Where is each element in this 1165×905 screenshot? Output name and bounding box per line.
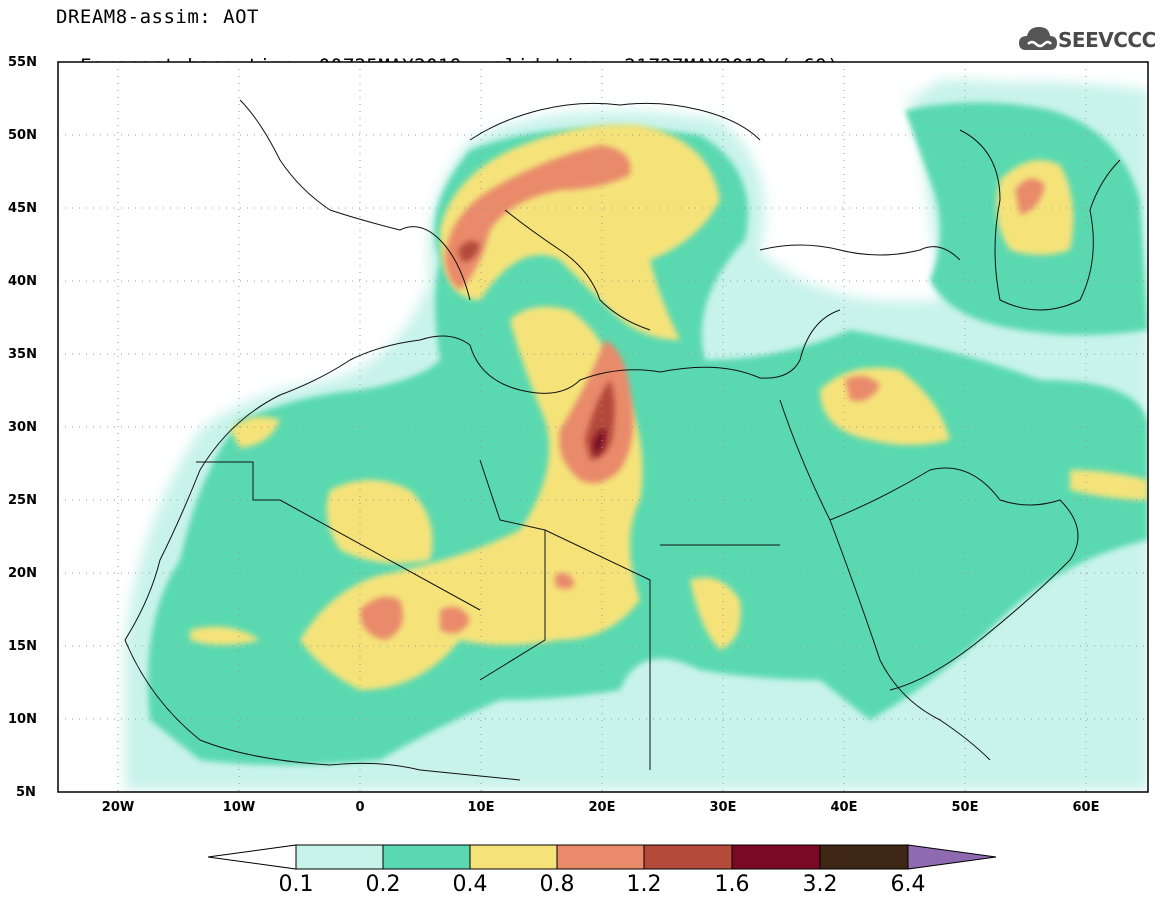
map-title: DREAM8-assim: AOT	[56, 6, 259, 28]
colorbar-label: 1.6	[714, 872, 750, 897]
colorbar-swatch	[556, 844, 645, 870]
lat-label: 5N	[16, 785, 36, 800]
logo-text: SEEVCCC	[1058, 28, 1156, 52]
lon-label: 0	[355, 800, 365, 815]
colorbar-high-arrow	[907, 844, 997, 870]
colorbar-swatch	[643, 844, 733, 870]
lon-label: 20W	[101, 800, 135, 815]
lat-label: 55N	[8, 55, 37, 70]
lat-label: 40N	[8, 274, 37, 289]
cloud-icon	[1019, 27, 1057, 50]
colorbar-low-arrow	[207, 844, 297, 870]
colorbar-label: 0.8	[539, 872, 575, 897]
lat-label: 25N	[8, 493, 37, 508]
lat-label: 20N	[8, 566, 37, 581]
map-border	[57, 61, 1149, 793]
colorbar-label: 1.2	[626, 872, 662, 897]
colorbar-label: 0.1	[278, 872, 314, 897]
colorbar-swatch	[295, 844, 384, 870]
colorbar-label: 0.2	[365, 872, 401, 897]
lon-label: 60E	[1072, 800, 1100, 815]
colorbar	[207, 844, 997, 870]
lon-label: 50E	[951, 800, 979, 815]
seevccc-logo: SEEVCCC	[1018, 22, 1156, 56]
lat-label: 45N	[8, 201, 37, 216]
lat-label: 15N	[8, 639, 37, 654]
lat-label: 35N	[8, 347, 37, 362]
graticule	[58, 62, 1148, 792]
colorbar-swatch	[819, 844, 909, 870]
colorbar-swatch	[469, 844, 558, 870]
lon-label: 10E	[467, 800, 495, 815]
colorbar-label: 0.4	[452, 872, 488, 897]
lon-label: 30E	[709, 800, 737, 815]
coastlines	[124, 99, 1121, 781]
colorbar-label: 3.2	[802, 872, 838, 897]
colorbar-label: 6.4	[890, 872, 926, 897]
aot-field	[125, 79, 1148, 790]
lat-label: 50N	[8, 128, 37, 143]
lon-label: 20E	[588, 800, 616, 815]
colorbar-swatch	[382, 844, 471, 870]
lon-label: 10W	[222, 800, 256, 815]
lon-label: 40E	[830, 800, 858, 815]
colorbar-swatch	[731, 844, 821, 870]
lat-label: 10N	[8, 712, 37, 727]
lat-label: 30N	[8, 420, 37, 435]
